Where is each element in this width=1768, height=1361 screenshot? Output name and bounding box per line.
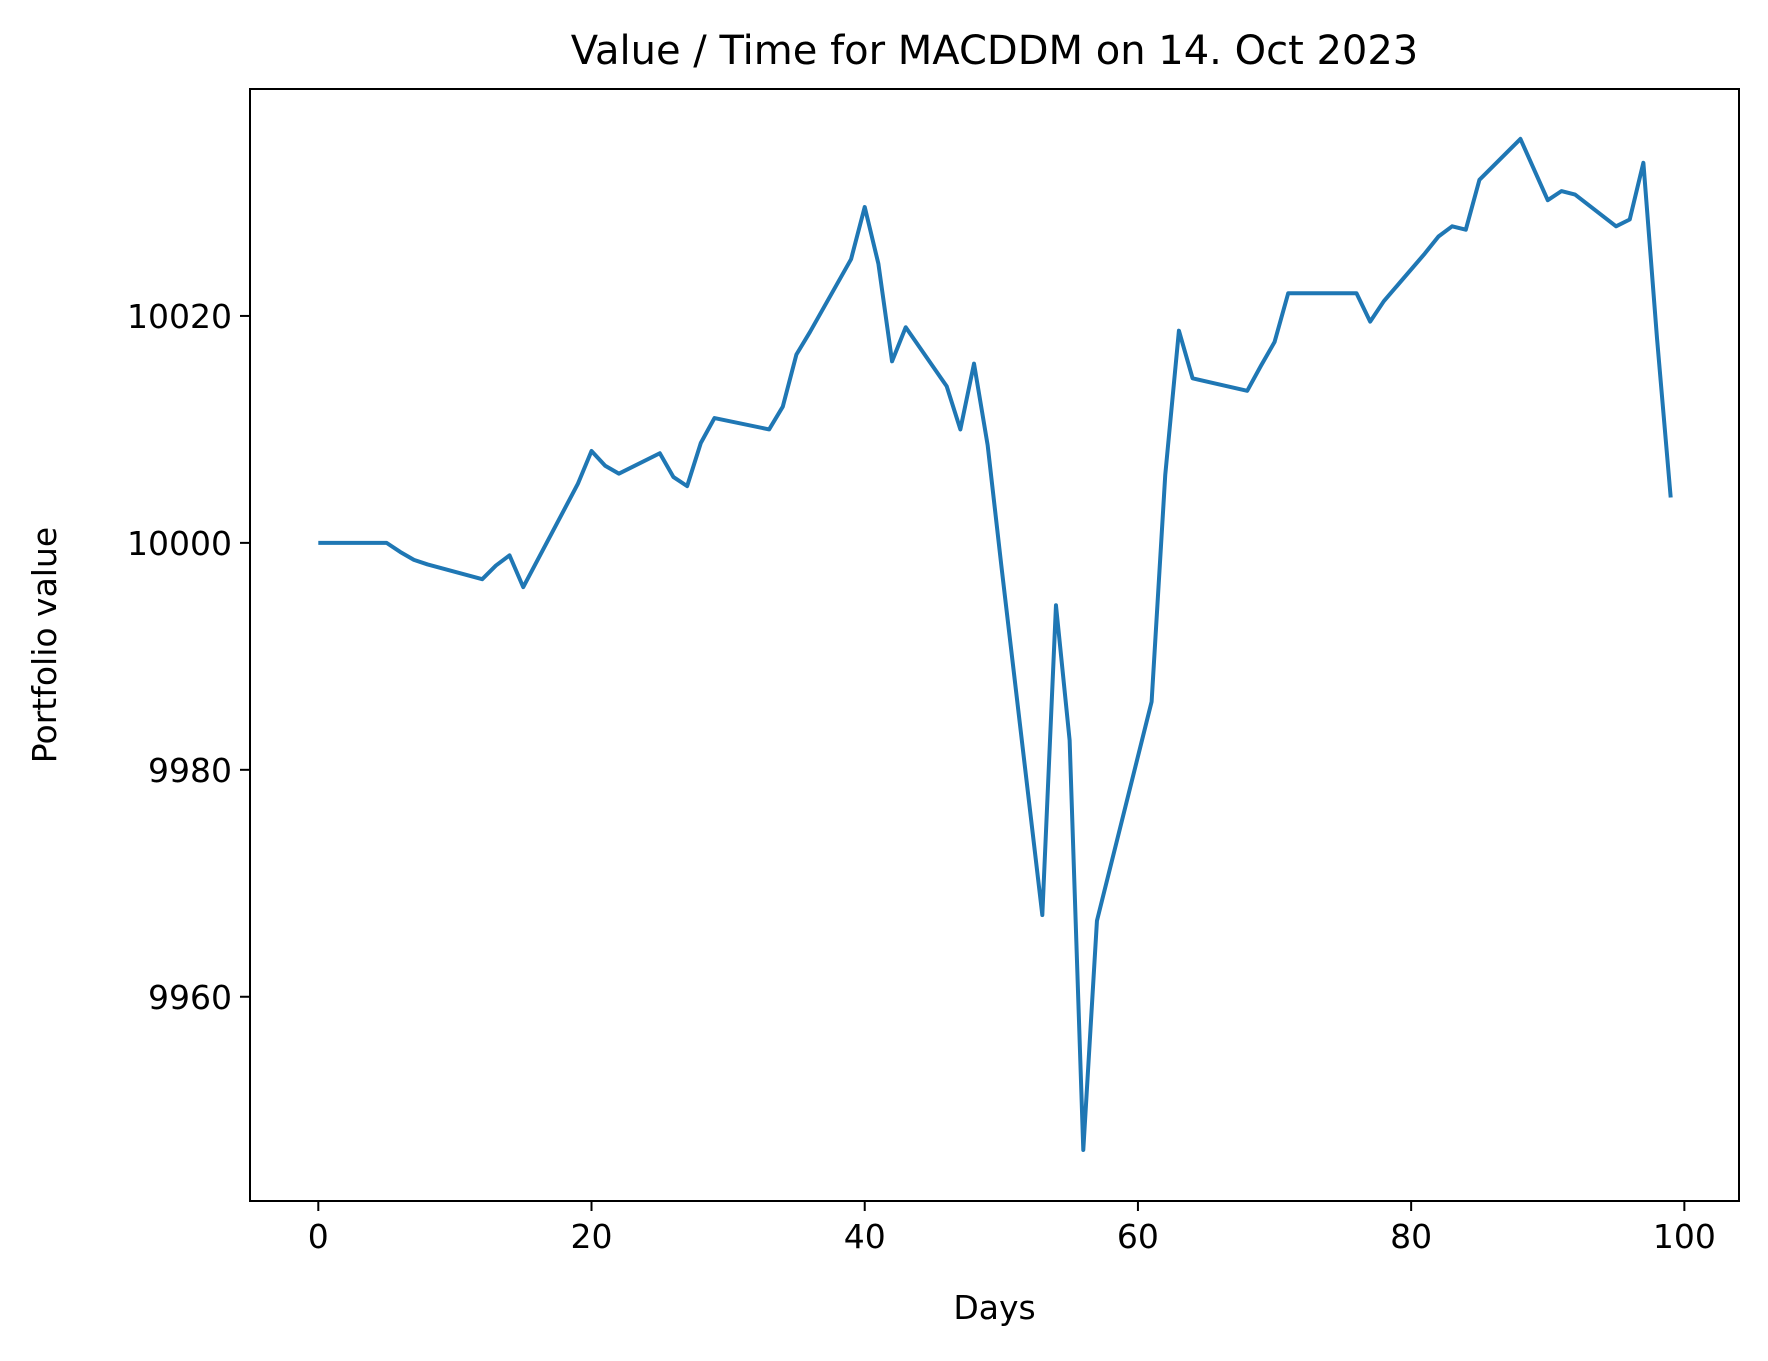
data-point bbox=[1273, 340, 1277, 344]
data-point bbox=[494, 564, 498, 568]
data-point bbox=[521, 585, 525, 589]
x-tick-label: 60 bbox=[1117, 1217, 1159, 1256]
y-tick-label: 10000 bbox=[127, 524, 232, 563]
data-point bbox=[712, 416, 716, 420]
data-point bbox=[1040, 913, 1044, 917]
data-point bbox=[1518, 137, 1522, 141]
data-point bbox=[699, 441, 703, 445]
data-point bbox=[1286, 291, 1290, 295]
data-point bbox=[1450, 224, 1454, 228]
x-axis: 0 20 40 60 80 100 bbox=[308, 1201, 1716, 1256]
y-tick-label: 9960 bbox=[148, 978, 232, 1017]
data-point bbox=[1436, 235, 1440, 239]
data-point bbox=[1477, 178, 1481, 182]
data-point bbox=[876, 262, 880, 266]
data-point bbox=[999, 564, 1003, 568]
data-point bbox=[480, 577, 484, 581]
x-tick-label: 100 bbox=[1653, 1217, 1716, 1256]
y-tick-label: 10020 bbox=[127, 297, 232, 336]
data-point bbox=[385, 541, 389, 545]
data-point bbox=[849, 257, 853, 261]
data-point bbox=[1655, 337, 1659, 341]
data-point bbox=[1095, 919, 1099, 923]
data-point bbox=[1546, 198, 1550, 202]
data-point bbox=[767, 427, 771, 431]
data-point bbox=[617, 472, 621, 476]
data-point bbox=[863, 205, 867, 209]
data-point bbox=[316, 541, 320, 545]
data-point bbox=[1614, 224, 1618, 228]
data-point bbox=[1191, 376, 1195, 380]
y-tick-label: 9980 bbox=[148, 751, 232, 790]
data-point bbox=[1068, 738, 1072, 742]
data-point bbox=[1669, 495, 1673, 499]
data-point bbox=[1382, 299, 1386, 303]
data-point bbox=[1259, 364, 1263, 368]
data-point bbox=[508, 553, 512, 557]
plot-area: 0 20 40 60 80 100 9960 9980 10000 10020 bbox=[127, 88, 1740, 1256]
data-point bbox=[808, 330, 812, 334]
data-point bbox=[1177, 329, 1181, 333]
data-point bbox=[426, 562, 430, 566]
data-point bbox=[398, 550, 402, 554]
data-point bbox=[1628, 217, 1632, 221]
data-point bbox=[1368, 320, 1372, 324]
data-point bbox=[972, 362, 976, 366]
data-point bbox=[986, 443, 990, 447]
data-point bbox=[671, 475, 675, 479]
data-point bbox=[794, 353, 798, 357]
x-tick-label: 40 bbox=[844, 1217, 886, 1256]
data-point bbox=[590, 449, 594, 453]
data-point bbox=[1150, 700, 1154, 704]
data-point bbox=[1423, 252, 1427, 256]
data-point bbox=[945, 384, 949, 388]
data-point bbox=[904, 325, 908, 329]
data-point bbox=[1573, 193, 1577, 197]
data-point bbox=[1559, 189, 1563, 193]
series-layer bbox=[316, 136, 1673, 1152]
data-point bbox=[1245, 389, 1249, 393]
data-point bbox=[1081, 1148, 1085, 1152]
data-point bbox=[1355, 291, 1359, 295]
series-line bbox=[318, 136, 1673, 1152]
data-point bbox=[658, 451, 662, 455]
x-tick-label: 80 bbox=[1390, 1217, 1432, 1256]
data-point bbox=[1163, 473, 1167, 477]
y-axis-label: Portfolio value bbox=[25, 527, 64, 763]
data-point bbox=[1054, 603, 1058, 607]
chart-title: Value / Time for MACDDM on 14. Oct 2023 bbox=[571, 28, 1419, 74]
x-tick-label: 20 bbox=[571, 1217, 613, 1256]
data-point bbox=[958, 427, 962, 431]
data-point bbox=[1464, 228, 1468, 232]
data-point bbox=[603, 464, 607, 468]
x-axis-label: Days bbox=[953, 1288, 1035, 1327]
plot-frame bbox=[249, 88, 1740, 1202]
data-point bbox=[576, 482, 580, 486]
y-axis: 9960 9980 10000 10020 bbox=[127, 297, 250, 1017]
data-point bbox=[781, 405, 785, 409]
data-point bbox=[685, 484, 689, 488]
data-point bbox=[1641, 161, 1645, 165]
data-point bbox=[890, 359, 894, 363]
x-tick-label: 0 bbox=[308, 1217, 329, 1256]
data-point bbox=[412, 558, 416, 562]
